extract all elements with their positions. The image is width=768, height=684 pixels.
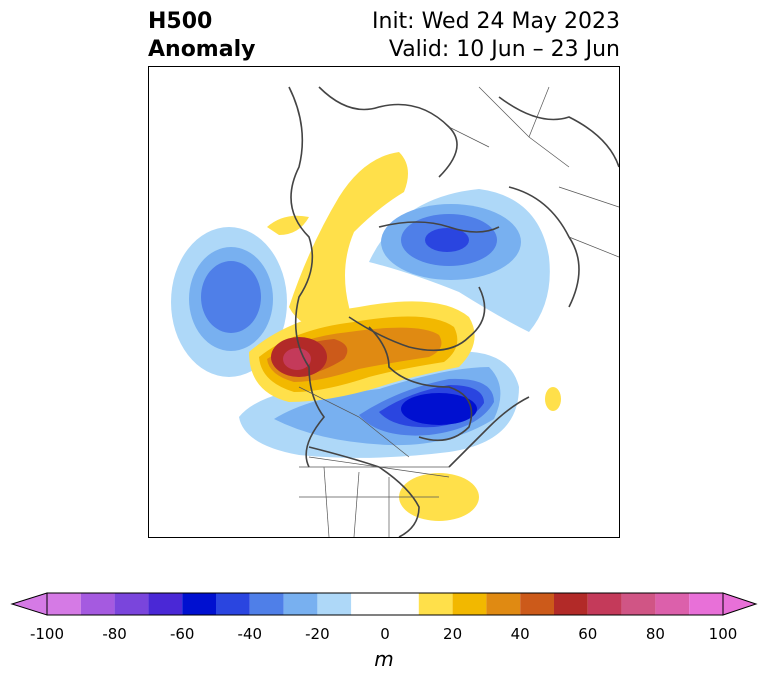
date-info: Init: Wed 24 May 2023 Valid: 10 Jun – 23… — [372, 8, 620, 64]
negative-low-north-pacific — [171, 227, 287, 377]
colorbar-bin — [689, 593, 723, 615]
colorbar-bin — [587, 593, 622, 615]
map-canvas — [171, 86, 619, 537]
colorbar-tick-label: 60 — [578, 625, 598, 643]
colorbar — [10, 592, 758, 616]
country-borders — [298, 86, 619, 537]
colorbar-bin — [47, 593, 81, 615]
colorbar-bin — [317, 593, 352, 615]
colorbar-tick-label: -40 — [237, 625, 263, 643]
colorbar-tick-label: -60 — [169, 625, 195, 643]
anomaly-label: Anomaly — [148, 37, 256, 62]
colorbar-tick-label: 100 — [708, 625, 738, 643]
valid-range: Valid: 10 Jun – 23 Jun — [388, 37, 620, 62]
colorbar-extend-over — [722, 592, 758, 616]
colorbar-tick-label: -20 — [305, 625, 330, 643]
coastlines — [288, 86, 619, 537]
colorbar-extend-under — [10, 592, 48, 616]
colorbar-bin — [148, 593, 183, 615]
init-date: Init: Wed 24 May 2023 — [372, 9, 620, 34]
positive-ridge-alaska-bering — [267, 152, 408, 332]
positive-north-atlantic — [545, 387, 561, 411]
colorbar-bin — [655, 593, 690, 615]
colorbar-bin — [249, 593, 284, 615]
colorbar-bin — [114, 593, 149, 615]
colorbar-frame — [46, 592, 724, 616]
anomaly-map — [148, 66, 620, 538]
colorbar-bin — [486, 593, 521, 615]
colorbar-bin — [418, 593, 453, 615]
colorbar-tick-label: 40 — [510, 625, 530, 643]
negative-low-siberia-arctic — [369, 189, 550, 332]
colorbar-bin — [554, 593, 588, 615]
colorbar-bin — [216, 593, 250, 615]
colorbar-tick-label: -80 — [102, 625, 127, 643]
colorbar-tick-label: 0 — [380, 625, 390, 643]
colorbar-unit-label: m — [374, 647, 394, 671]
colorbar-bin — [621, 593, 656, 615]
map-title: H500 Anomaly — [148, 8, 255, 64]
colorbar-tick-label: 80 — [645, 625, 665, 643]
variable-label: H500 — [148, 9, 213, 34]
colorbar-bin — [452, 593, 487, 615]
colorbar-bin — [80, 593, 115, 615]
colorbar-bin — [351, 593, 419, 615]
colorbar-tick-label: 20 — [443, 625, 463, 643]
colorbar-tick-label: -100 — [29, 625, 65, 643]
colorbar-bin — [182, 593, 216, 615]
colorbar-bin — [283, 593, 318, 615]
colorbar-bin — [520, 593, 554, 615]
